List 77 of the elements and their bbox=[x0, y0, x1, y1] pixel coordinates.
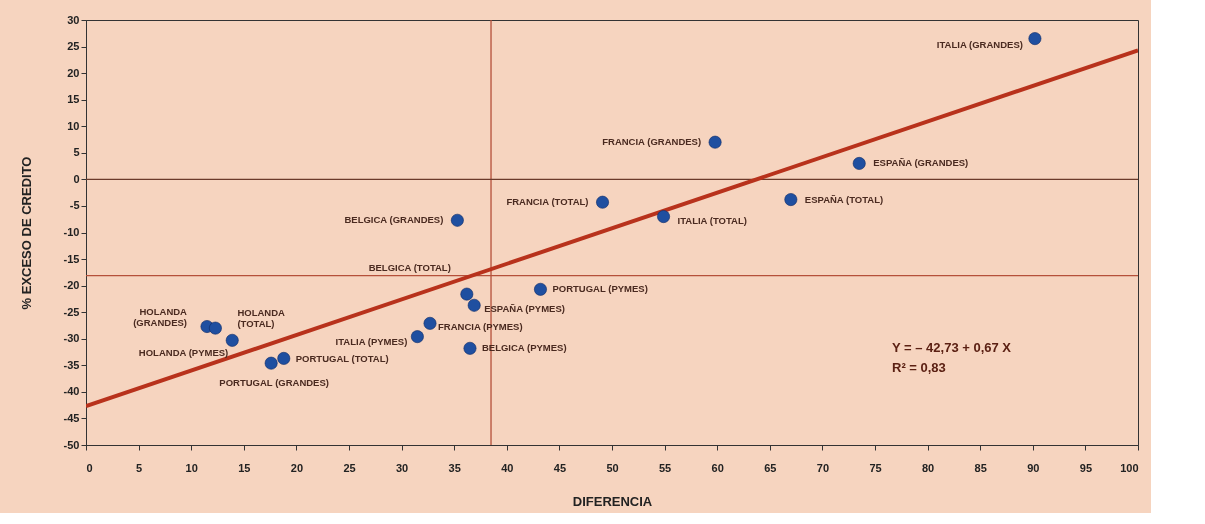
x-tick-label: 35 bbox=[448, 461, 461, 474]
annotation: HOLANDA (PYMES) bbox=[138, 347, 229, 359]
x-tick-label: 65 bbox=[764, 461, 777, 474]
y-tick-label: 30 bbox=[67, 13, 80, 26]
point bbox=[784, 193, 798, 206]
point bbox=[596, 195, 609, 209]
x-tick-label: 95 bbox=[1079, 461, 1093, 474]
annotation: ITALIA (TOTAL) bbox=[677, 214, 747, 226]
x-tick-label: 50 bbox=[606, 461, 619, 474]
x-tick-label: 15 bbox=[238, 461, 251, 474]
x-tick-label: 40 bbox=[501, 461, 514, 474]
point bbox=[852, 157, 866, 170]
x-tick-label: 75 bbox=[869, 461, 882, 474]
annotation: FRANCIA (PYMES) bbox=[438, 321, 523, 333]
x-tick-label: 5 bbox=[136, 461, 143, 474]
point bbox=[264, 356, 278, 370]
annotation: BELGICA (PYMES) bbox=[481, 342, 567, 354]
annotation: ITALIA (PYMES) bbox=[335, 335, 408, 347]
point bbox=[410, 330, 424, 344]
x-tick-label: 90 bbox=[1027, 461, 1040, 474]
annotation: ESPAÑA (PYMES) bbox=[484, 303, 565, 315]
annotation: Y = – 42,73 + 0,67 X bbox=[892, 340, 1012, 355]
x-tick-label: 100 bbox=[1120, 461, 1139, 474]
x-tick-label: 45 bbox=[553, 461, 567, 474]
annotation: BELGICA (TOTAL) bbox=[368, 262, 451, 274]
y-tick-label: -50 bbox=[63, 438, 80, 451]
y-tick-label: 10 bbox=[67, 119, 80, 132]
point bbox=[208, 321, 222, 335]
annotation: FRANCIA (TOTAL) bbox=[506, 196, 589, 208]
x-tick-label: 60 bbox=[711, 461, 724, 474]
point bbox=[450, 213, 464, 227]
annotation: ITALIA (GRANDES) bbox=[936, 38, 1023, 50]
y-tick-label: 0 bbox=[73, 172, 80, 185]
y-tick-label: -35 bbox=[63, 358, 80, 371]
y-tick-label: 5 bbox=[73, 146, 80, 159]
y-tick-label: -25 bbox=[63, 305, 80, 318]
x-tick-label: 25 bbox=[343, 461, 356, 474]
x-tick-label: 0 bbox=[86, 461, 93, 474]
point bbox=[657, 210, 670, 223]
y-tick-label: 25 bbox=[67, 40, 80, 53]
point bbox=[1028, 32, 1042, 46]
x-tick-label: 20 bbox=[290, 461, 304, 474]
annotation: PORTUGAL (GRANDES) bbox=[219, 377, 329, 389]
point bbox=[708, 135, 722, 149]
y-tick-label: -15 bbox=[63, 252, 80, 265]
x-tick-label: 70 bbox=[816, 461, 830, 474]
x-tick-label: 10 bbox=[185, 461, 198, 474]
annotation: PORTUGAL (TOTAL) bbox=[295, 353, 389, 365]
y-tick-label: 20 bbox=[67, 66, 80, 79]
annotation: ESPAÑA (GRANDES) bbox=[873, 157, 969, 169]
annotation: ESPAÑA (TOTAL) bbox=[804, 193, 884, 205]
point bbox=[460, 287, 474, 301]
y-axis-title: % EXCESO DE CREDITO bbox=[18, 156, 34, 310]
x-tick-label: 80 bbox=[921, 461, 935, 474]
point bbox=[534, 282, 547, 296]
point bbox=[423, 316, 437, 330]
y-tick-label: -20 bbox=[63, 279, 80, 292]
annotation: BELGICA (GRANDES) bbox=[344, 214, 444, 226]
annotation: R² = 0,83 bbox=[892, 360, 946, 375]
y-tick-label: -30 bbox=[63, 332, 80, 345]
point bbox=[467, 298, 481, 312]
point bbox=[463, 341, 477, 355]
annotation: PORTUGAL (PYMES) bbox=[552, 283, 648, 295]
y-tick-label: -5 bbox=[69, 199, 80, 212]
y-tick-label: -45 bbox=[63, 411, 80, 424]
x-tick-label: 55 bbox=[658, 461, 672, 474]
point bbox=[277, 351, 291, 365]
y-tick-label: -10 bbox=[63, 226, 80, 238]
annotation: FRANCIA (GRANDES) bbox=[602, 136, 702, 148]
x-axis-title: DIFERENCIA bbox=[572, 493, 653, 509]
annotation: HOLANDA (GRANDES) bbox=[133, 305, 188, 328]
y-tick-label: 15 bbox=[67, 93, 80, 106]
y-tick-label: -40 bbox=[63, 385, 80, 398]
x-tick-label: 30 bbox=[395, 461, 409, 474]
point bbox=[225, 333, 239, 347]
x-tick-label: 85 bbox=[974, 461, 987, 474]
annotation: HOLANDA (TOTAL) bbox=[237, 307, 286, 330]
